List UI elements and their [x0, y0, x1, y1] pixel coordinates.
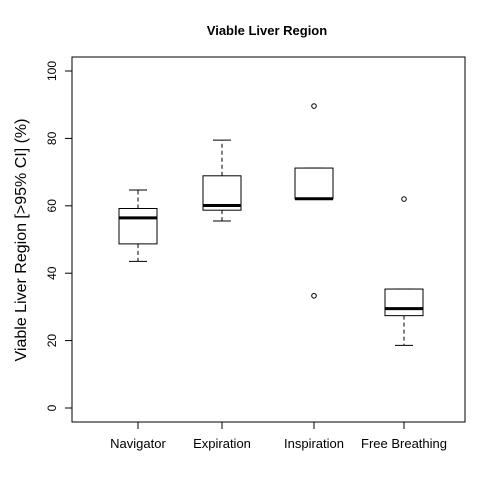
iqr-box	[294, 167, 334, 200]
x-tick-label: Inspiration	[284, 436, 344, 451]
x-axis: Navigator Expiration Inspiration Free Breat…	[110, 422, 447, 451]
chart-title: Viable Liver Region	[207, 23, 327, 38]
outlier-point	[311, 292, 317, 299]
x-tick-label: Navigator	[110, 436, 166, 451]
x-tick-label: Expiration	[193, 436, 251, 451]
boxes	[118, 103, 424, 346]
box-free-breathing	[384, 196, 424, 346]
plot-frame	[71, 56, 466, 423]
outlier-point	[401, 196, 407, 202]
box-expiration	[202, 139, 242, 222]
y-tick-label: 80	[45, 131, 59, 145]
iqr-box	[384, 288, 424, 317]
y-tick-label: 40	[45, 266, 59, 280]
y-axis-label: Viable Liver Region [>95% CI] (%)	[13, 119, 30, 362]
y-axis: 0 20 40 60 80 100	[45, 61, 72, 411]
y-tick-label: 20	[45, 334, 59, 348]
outlier-point	[311, 103, 317, 109]
iqr-box	[118, 207, 158, 245]
x-tick-label: Free Breathing	[361, 436, 447, 451]
y-tick-label: 0	[45, 404, 59, 411]
box-inspiration	[294, 103, 334, 299]
box-navigator	[118, 189, 158, 262]
y-tick-label: 100	[45, 61, 59, 81]
y-tick-label: 60	[45, 199, 59, 213]
